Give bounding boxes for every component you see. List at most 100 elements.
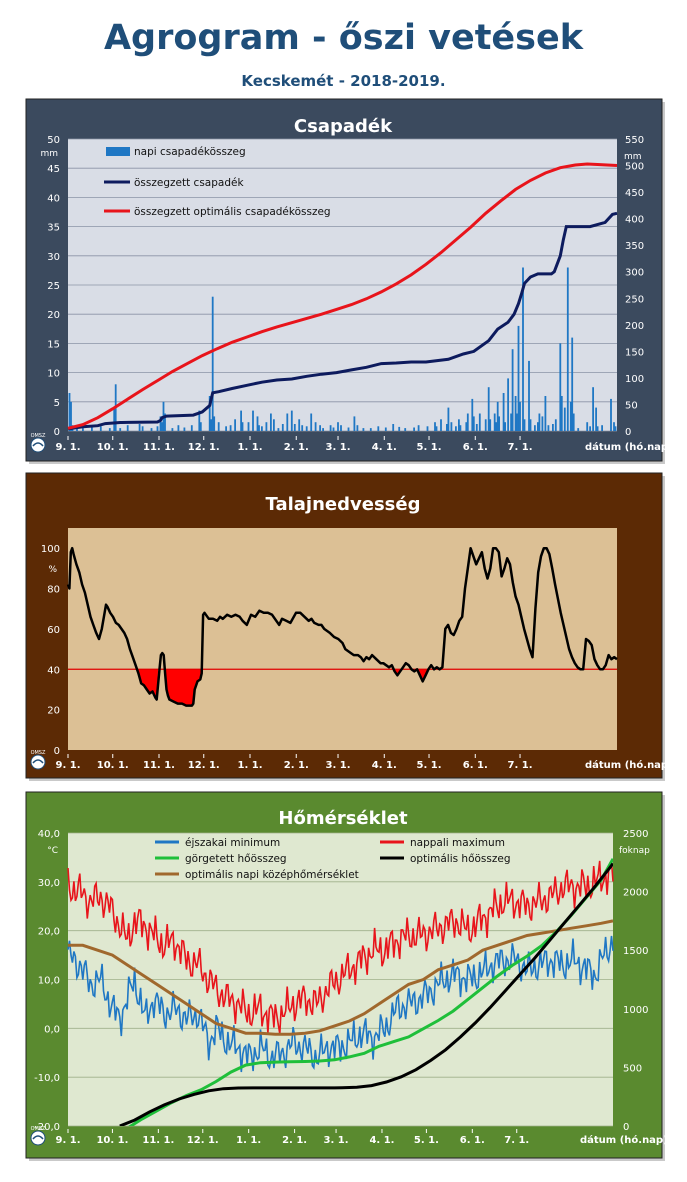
precip-ylabel: mm xyxy=(40,149,58,159)
precip-ytick-label: 25 xyxy=(47,281,60,292)
precip-daily-bar xyxy=(183,427,186,431)
precip-ytick-right-label: 450 xyxy=(625,188,644,199)
precip-daily-bar xyxy=(529,419,532,431)
precip-daily-bar xyxy=(528,360,530,431)
precip-daily-bar xyxy=(392,424,395,431)
precip-daily-bar xyxy=(487,387,490,431)
precip-daily-bar xyxy=(177,425,180,431)
precip-daily-bar xyxy=(377,426,380,431)
precip-daily-bar xyxy=(190,425,193,431)
precip-daily-bar xyxy=(534,425,536,431)
soil-ytick-label: 0 xyxy=(54,746,60,757)
precip-ytick-label: 20 xyxy=(47,310,60,321)
precip-cumulative-line xyxy=(67,211,618,431)
temp-ytick-label: 40,0 xyxy=(38,829,60,840)
temp-ytick-right-label: 500 xyxy=(623,1063,642,1074)
precip-daily-bar xyxy=(466,413,469,431)
precip-daily-bar xyxy=(516,413,518,431)
precip-daily-bar xyxy=(450,422,453,431)
precip-ytick-label: 10 xyxy=(47,369,60,380)
precip-daily-bar xyxy=(322,428,324,431)
precip-xtick-label: 10. 1. xyxy=(97,442,129,453)
precip-daily-bar xyxy=(426,426,429,431)
precip-ytick-right-label: 100 xyxy=(625,374,644,385)
temp-ytick-right-label: 2000 xyxy=(623,888,648,899)
soil-xtick-label: 9. 1. xyxy=(56,760,81,771)
temp-ytick-right-label: 0 xyxy=(623,1122,629,1133)
precip-daily-bar xyxy=(519,401,521,431)
precip-daily-bar xyxy=(435,426,438,431)
soil-xtick-label: 12. 1. xyxy=(188,760,220,771)
omsz-logo-disc xyxy=(30,754,46,770)
temp-xtick-label: 1. 1. xyxy=(236,1135,261,1146)
soil-xtick-label: 7. 1. xyxy=(508,760,533,771)
omsz-logo: OMSZ xyxy=(30,750,46,770)
precip-daily-bar xyxy=(504,422,506,431)
precip-daily-bar xyxy=(150,428,153,431)
soil-ytick-label: 20 xyxy=(47,706,60,717)
precip-xtick-label: 9. 1. xyxy=(56,442,81,453)
precip-daily-bar xyxy=(277,428,280,431)
precip-xtick-label: 12. 1. xyxy=(188,442,220,453)
temp-ytick-label: -20,0 xyxy=(34,1122,60,1133)
soil-ytick-label: 80 xyxy=(47,585,60,596)
precip-daily-bar xyxy=(502,393,505,431)
precip-xtick-label: 4. 1. xyxy=(372,442,397,453)
precip-daily-bar xyxy=(229,425,232,431)
precip-daily-bar xyxy=(595,407,597,431)
precip-daily-bar xyxy=(208,396,211,431)
precip-daily-bar xyxy=(225,426,227,431)
precip-daily-bar xyxy=(447,407,450,431)
omsz-logo-disc xyxy=(30,437,46,453)
precip-daily-bar xyxy=(332,427,335,431)
precip-daily-bar xyxy=(472,416,475,431)
precip-daily-bar xyxy=(286,413,289,431)
precip-daily-bar xyxy=(440,419,442,431)
precip-daily-bar xyxy=(547,425,550,431)
precip-daily-bar xyxy=(241,422,244,431)
precip-ytick-label: 40 xyxy=(47,193,60,204)
page-subtitle: Kecskemét - 2018-2019. xyxy=(241,72,446,90)
precip-daily-bar xyxy=(471,398,474,431)
precip-xtick-label: 6. 1. xyxy=(463,442,488,453)
precip-daily-bar xyxy=(417,425,420,431)
temp-ytick-right-label: 1000 xyxy=(623,1005,648,1016)
precip-daily-bar xyxy=(301,425,304,431)
precip-ytick-right-label: 400 xyxy=(625,215,644,226)
precip-daily-bar xyxy=(458,419,460,431)
soil-xtick-label: 3. 1. xyxy=(326,760,351,771)
precip-daily-bar xyxy=(261,426,263,431)
precip-daily-bar xyxy=(489,419,492,431)
temp-xtick-label: 9. 1. xyxy=(56,1135,81,1146)
precip-ytick-right-label: 250 xyxy=(625,294,644,305)
precip-daily-bar xyxy=(566,267,569,431)
temp-ytick-label: 30,0 xyxy=(38,878,60,889)
precip-daily-bar xyxy=(369,428,372,431)
precip-daily-bar xyxy=(199,422,202,431)
soil-xlabel: dátum (hó.nap) xyxy=(585,759,673,771)
omsz-logo-text: OMSZ xyxy=(31,750,46,756)
precip-daily-bar xyxy=(507,378,509,431)
omsz-logo-disc xyxy=(30,1130,46,1146)
precip-daily-bar xyxy=(305,426,308,431)
precip-daily-bar xyxy=(126,425,129,431)
precip-daily-bar xyxy=(537,422,539,431)
precip-daily-bar xyxy=(496,401,499,431)
omsz-logo-wave xyxy=(32,1135,44,1140)
temp-legend-rolling: görgetett hőösszeg xyxy=(185,853,287,865)
temp-xlabel: dátum (hó.nap) xyxy=(580,1134,668,1146)
precip-daily-bar xyxy=(70,401,72,431)
precip-ytick-right-label: 350 xyxy=(625,241,644,252)
precip-ylabel-right: mm xyxy=(624,152,642,162)
precip-daily-bar xyxy=(596,426,599,431)
soil-xtick-label: 1. 1. xyxy=(238,760,263,771)
precip-ytick-right-label: 200 xyxy=(625,321,644,332)
temp-xtick-label: 5. 1. xyxy=(414,1135,439,1146)
precip-xtick-label: 2. 1. xyxy=(284,442,309,453)
precip-ytick-right-label: 550 xyxy=(625,135,644,146)
precip-daily-bar xyxy=(434,422,436,431)
precip-daily-bar xyxy=(198,410,201,431)
precip-daily-bar xyxy=(398,426,401,431)
page-title: Agrogram - őszi vetések xyxy=(103,18,584,58)
